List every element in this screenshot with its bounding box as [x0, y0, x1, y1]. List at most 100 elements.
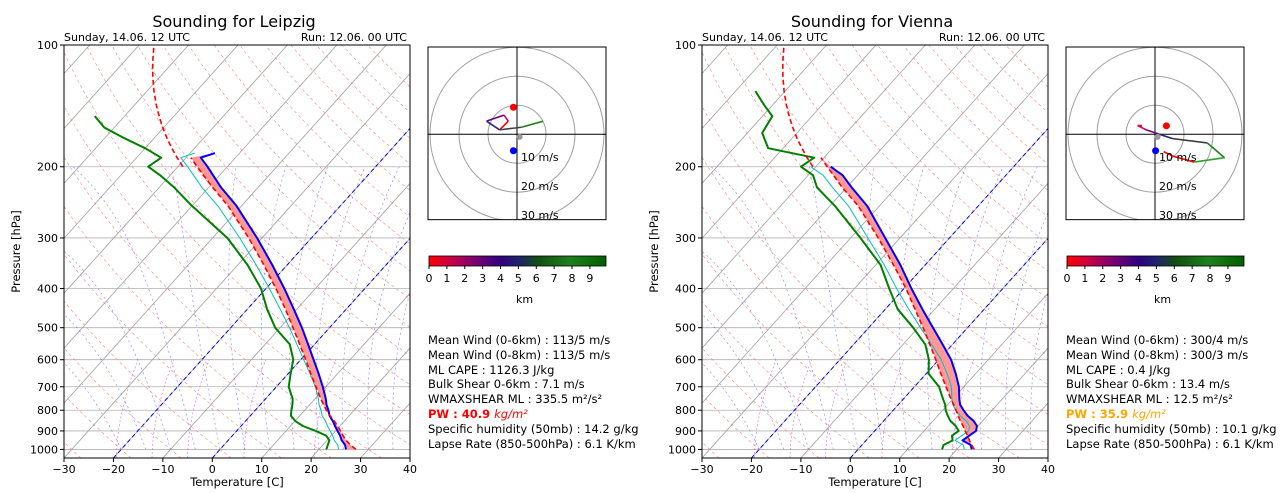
x-tick-label: 40: [403, 463, 417, 476]
pw-value: PW : 40.9: [428, 406, 491, 421]
isotherm-gridline: [64, 72, 410, 458]
colorbar-tick-label: 7: [1189, 272, 1196, 285]
x-tick-label: −10: [151, 463, 174, 476]
hodograph-trace: [499, 120, 509, 131]
valid-time: Sunday, 14.06. 12 UTC: [64, 31, 190, 44]
pw-unit: kg/m²: [1132, 406, 1166, 421]
dewpoint-line: [94, 115, 331, 450]
moist-adiabat: [702, 250, 809, 450]
run-time: Run: 12.06. 00 UTC: [939, 31, 1045, 44]
dry-adiabat: [702, 300, 870, 458]
isotherm-gridline: [64, 45, 338, 349]
parcel-line-upper: [781, 45, 814, 168]
x-tick-label: 30: [992, 463, 1006, 476]
y-tick-label: 800: [675, 404, 696, 417]
temperature-line: [830, 165, 978, 450]
x-tick-label: 10: [255, 463, 269, 476]
moist-adiabat: [702, 313, 785, 450]
storm-motion-right-marker: [1162, 122, 1170, 130]
freezing-isotherm: [751, 127, 1048, 458]
dry-adiabat: [64, 105, 410, 446]
hodograph-trace: [499, 126, 522, 131]
x-tick-label: −30: [52, 463, 75, 476]
moist-adiabat: [367, 211, 410, 450]
moist-adiabat: [171, 166, 221, 450]
mixing-ratio-line: [243, 359, 266, 458]
isotherm-gridline: [64, 45, 387, 404]
y-tick-label: 200: [37, 161, 58, 174]
dry-adiabat: [826, 45, 1048, 272]
sounding-panel-vienna: 100 200 300 400 500 600 700 800 900 1000 −30 −20 −10…: [638, 0, 1278, 489]
moist-adiabat: [710, 166, 834, 450]
isotherm-gridline: [702, 45, 926, 294]
x-tick-label: 40: [1041, 463, 1055, 476]
isotherm-gridline: [310, 347, 410, 458]
mixing-ratio-line: [187, 359, 210, 458]
dry-adiabat: [188, 45, 410, 272]
moist-adiabat: [315, 166, 366, 450]
x-tick-label: 20: [304, 463, 318, 476]
isotherm-gridline: [702, 45, 976, 349]
freezing-isotherm: [849, 237, 1048, 458]
y-tick-label: 300: [37, 232, 58, 245]
moist-adiabat: [866, 166, 883, 450]
height-colorbar: [1066, 255, 1245, 267]
dry-adiabat: [702, 205, 970, 458]
moist-adiabat: [64, 313, 147, 450]
y-tick-label: 400: [37, 282, 58, 295]
y-tick-label: 400: [675, 282, 696, 295]
moist-adiabat: [341, 166, 400, 450]
x-tick-label: 0: [847, 463, 854, 476]
mean-wind-marker: [1154, 133, 1161, 140]
hodograph-trace: [1172, 137, 1208, 144]
dry-adiabat: [64, 253, 282, 458]
stat-pw: PW : 40.9 kg/m²: [428, 407, 639, 422]
dry-adiabat: [64, 347, 182, 458]
colorbar-label: km: [516, 293, 533, 306]
hodograph-trace: [1146, 129, 1160, 135]
y-tick-label: 700: [37, 381, 58, 394]
moist-adiabat: [64, 250, 171, 450]
stat-mean-wind-06: Mean Wind (0-6km) : 113/5 m/s: [428, 333, 611, 347]
colorbar-tick-label: 3: [1117, 272, 1124, 285]
dry-adiabat: [702, 394, 770, 458]
x-tick-label: −20: [102, 463, 125, 476]
y-tick-label: 800: [37, 404, 58, 417]
pw-unit: kg/m²: [494, 406, 528, 421]
y-tick-label: 900: [675, 425, 696, 438]
stat-lapse-rate: Lapse Rate (850-500hPa) : 6.1 K/km: [1066, 436, 1274, 451]
dry-adiabat: [213, 45, 410, 245]
stat-bulk-shear: Bulk Shear 0-6km : 13.4 m/s: [1066, 377, 1230, 392]
colorbar-tick-label: 8: [1207, 272, 1214, 285]
dry-adiabat: [64, 51, 410, 415]
mixing-ratio-line: [313, 359, 337, 458]
dry-adiabat: [702, 51, 1048, 415]
isotherm-gridline: [64, 45, 140, 130]
stat-wmaxshear: WMAXSHEAR ML : 335.5 m²/s²: [428, 392, 603, 407]
dry-adiabat: [723, 45, 1048, 386]
mixing-ratio-line: [789, 359, 812, 458]
hodograph-trace: [1137, 124, 1147, 131]
isotherm-gridline: [702, 45, 877, 239]
colorbar-tick-label: 3: [479, 272, 486, 285]
y-tick-label: 1000: [668, 443, 696, 456]
x-tick-label: −10: [789, 463, 812, 476]
x-tick-label: 20: [942, 463, 956, 476]
cape-area: [820, 157, 977, 450]
dry-adiabat: [64, 205, 332, 458]
colorbar-tick-label: 9: [1224, 272, 1231, 285]
moist-adiabat: [1005, 211, 1048, 450]
y-tick-label: 200: [675, 161, 696, 174]
hodograph-ring-label: 30 m/s: [521, 209, 559, 222]
colorbar-tick-label: 2: [1099, 272, 1106, 285]
stat-lapse-rate: Lapse Rate (850-500hPa) : 6.1 K/km: [428, 436, 636, 451]
isotherm-gridline: [899, 292, 1048, 458]
stat-specific-humidity: Specific humidity (50mb) : 10.1 g/kg: [1066, 421, 1277, 436]
stat-mean-wind-08: Mean Wind (0-8km) : 300/3 m/s: [1066, 347, 1249, 362]
hodograph-trace: [486, 114, 505, 122]
hodograph-ring-label: 10 m/s: [1159, 151, 1197, 164]
colorbar-tick-label: 4: [1135, 272, 1142, 285]
isotherm-gridline: [702, 45, 827, 184]
stat-mean-wind-08: Mean Wind (0-8km) : 113/5 m/s: [428, 347, 611, 362]
plot-frame: [701, 44, 1049, 459]
